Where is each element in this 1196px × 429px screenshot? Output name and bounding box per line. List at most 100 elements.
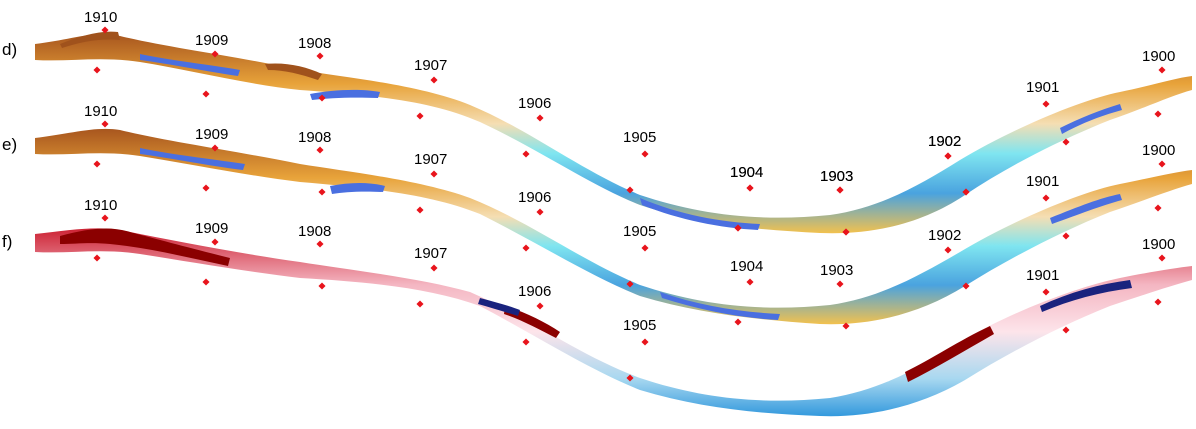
station-marker-1903-f-1 <box>836 280 844 288</box>
station-marker-1907-d-1 <box>430 76 438 84</box>
station-marker-1906-f-1 <box>536 302 544 310</box>
station-label-1902-e: 1902 <box>928 133 961 150</box>
station-label-1905-e: 1905 <box>623 223 656 240</box>
station-label-1901-d: 1901 <box>1026 79 1059 96</box>
station-marker-1906-d-2 <box>522 150 530 158</box>
station-marker-1908-e-1 <box>316 146 324 154</box>
station-marker-1904-f-1 <box>746 278 754 286</box>
station-marker-1900-d-2 <box>1154 110 1162 118</box>
station-marker-1910-e-2 <box>93 160 101 168</box>
station-marker-1906-d-1 <box>536 114 544 122</box>
panel-label-e: e) <box>2 135 17 154</box>
station-label-1904-f: 1904 <box>730 258 763 275</box>
labels-layer: d) 1910 1909 1908 1907 1906 1905 1904 1903 1902 19… <box>2 9 1175 382</box>
station-marker-1910-d-2 <box>93 66 101 74</box>
station-marker-1905-f-1 <box>641 338 649 346</box>
station-label-1905-f: 1905 <box>623 317 656 334</box>
station-label-1909-d: 1909 <box>195 32 228 49</box>
station-marker-1907-e-1 <box>430 170 438 178</box>
station-marker-1909-d-2 <box>202 90 210 98</box>
station-label-1907-e: 1907 <box>414 151 447 168</box>
station-label-1908-e: 1908 <box>298 129 331 146</box>
station-marker-1905-e-2 <box>626 280 634 288</box>
station-label-1910-d: 1910 <box>84 9 117 26</box>
station-label-1900-e: 1900 <box>1142 142 1175 159</box>
panel-f <box>35 228 1192 417</box>
station-marker-1900-e-1 <box>1158 160 1166 168</box>
station-marker-1901-d-1 <box>1042 100 1050 108</box>
station-marker-1902-e-1 <box>944 152 952 160</box>
panel-e <box>35 128 1192 325</box>
station-marker-1906-f-2 <box>522 338 530 346</box>
station-label-1906-f: 1906 <box>518 283 551 300</box>
station-marker-1908-f-1 <box>316 240 324 248</box>
station-marker-1900-f-1 <box>1158 254 1166 262</box>
station-label-1910-f: 1910 <box>84 197 117 214</box>
station-marker-1906-e-1 <box>536 208 544 216</box>
station-label-1903-f: 1903 <box>820 262 853 279</box>
station-marker-1909-d-1 <box>211 50 219 58</box>
station-marker-1901-e-1 <box>1042 194 1050 202</box>
station-marker-1904-f-2 <box>734 318 742 326</box>
bank-dark-d <box>60 31 322 80</box>
station-label-1904-d: 1904 <box>730 164 763 181</box>
station-marker-1907-f-2 <box>416 300 424 308</box>
station-marker-1903-e-2 <box>842 228 850 236</box>
station-marker-1902-e-2 <box>962 188 970 196</box>
station-label-1908-d: 1908 <box>298 35 331 52</box>
station-marker-1905-d-1 <box>641 150 649 158</box>
station-marker-1900-f-2 <box>1154 298 1162 306</box>
station-label-1905-d: 1905 <box>623 129 656 146</box>
station-label-1901-f: 1901 <box>1026 267 1059 284</box>
station-marker-1909-f-1 <box>211 238 219 246</box>
station-marker-1901-f-2 <box>1062 326 1070 334</box>
station-marker-1902-f-2 <box>962 282 970 290</box>
panel-label-f: f) <box>2 232 12 251</box>
station-label-1900-f: 1900 <box>1142 236 1175 253</box>
station-marker-1903-e-1 <box>836 186 844 194</box>
station-marker-1905-d-2 <box>626 186 634 194</box>
station-label-1909-f: 1909 <box>195 220 228 237</box>
station-label-1901-e: 1901 <box>1026 173 1059 190</box>
river-band-f <box>35 228 1192 417</box>
river-band-e <box>35 128 1192 325</box>
station-marker-1904-e-1 <box>746 184 754 192</box>
station-marker-1904-e-2 <box>734 224 742 232</box>
station-marker-1903-f-2 <box>842 322 850 330</box>
station-marker-1909-e-2 <box>202 184 210 192</box>
station-marker-1905-e-1 <box>641 244 649 252</box>
station-label-1909-e: 1909 <box>195 126 228 143</box>
channel-deep-d <box>140 54 1122 230</box>
station-marker-1907-f-1 <box>430 264 438 272</box>
panel-d <box>35 31 1192 234</box>
panel-label-d: d) <box>2 40 17 59</box>
station-label-1903-e: 1903 <box>820 168 853 185</box>
station-label-1907-f: 1907 <box>414 245 447 262</box>
station-marker-1909-e-1 <box>211 144 219 152</box>
station-marker-1910-f-2 <box>93 254 101 262</box>
station-marker-1901-e-2 <box>1062 232 1070 240</box>
station-marker-1908-e-2 <box>318 188 326 196</box>
station-label-1907-d: 1907 <box>414 57 447 74</box>
station-marker-1907-d-2 <box>416 112 424 120</box>
station-label-1904-e: 1904 <box>730 164 763 181</box>
station-marker-1900-d-1 <box>1158 66 1166 74</box>
station-label-1910-e: 1910 <box>84 103 117 120</box>
station-label-1902-f: 1902 <box>928 227 961 244</box>
station-marker-1900-e-2 <box>1154 204 1162 212</box>
station-label-1906-e: 1906 <box>518 189 551 206</box>
station-marker-1908-d-2 <box>318 94 326 102</box>
station-label-1903-d: 1903 <box>820 168 853 185</box>
station-marker-1908-f-2 <box>318 282 326 290</box>
station-label-1906-d: 1906 <box>518 95 551 112</box>
station-marker-1906-e-2 <box>522 244 530 252</box>
station-marker-1910-f-1 <box>101 214 109 222</box>
station-marker-1909-f-2 <box>202 278 210 286</box>
change-high-f <box>60 228 994 382</box>
station-marker-1908-d-1 <box>316 52 324 60</box>
station-label-1908-f: 1908 <box>298 223 331 240</box>
station-marker-1910-e-1 <box>101 120 109 128</box>
station-marker-1907-e-2 <box>416 206 424 214</box>
river-band-d <box>35 34 1192 234</box>
